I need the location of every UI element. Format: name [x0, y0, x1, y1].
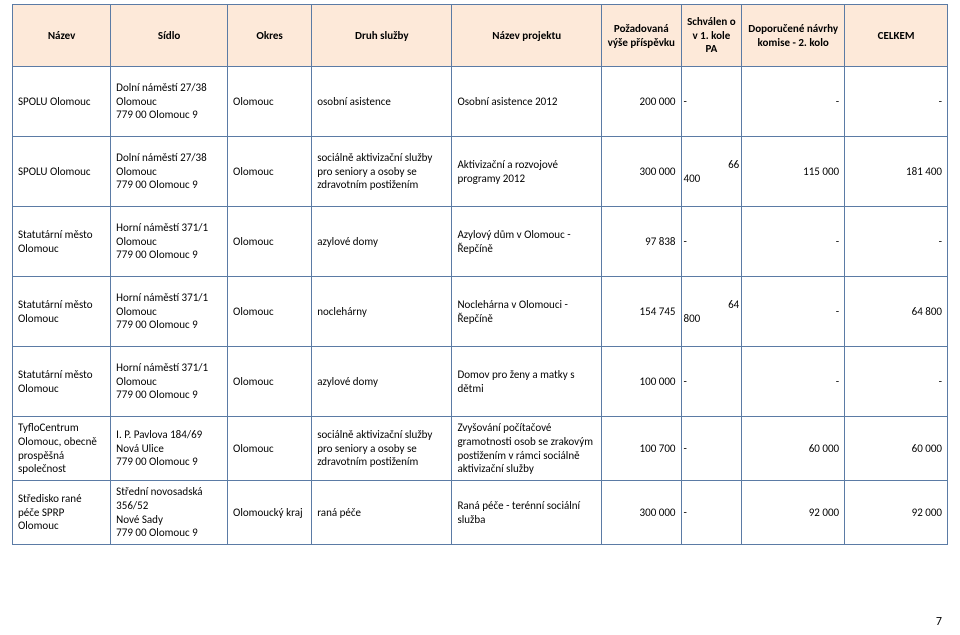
col-header-projekt: Název projektu [452, 5, 602, 67]
cell-celkem: 64 800 [845, 277, 948, 347]
cell-nazev: TyfloCentrum Olomouc, obecně prospěšná s… [13, 417, 111, 481]
cell-druh: noclehárny [312, 277, 452, 347]
cell-druh: raná péče [312, 481, 452, 545]
cell-doporucene: - [742, 207, 845, 277]
cell-pozadovana: 100 000 [602, 347, 681, 417]
cell-druh: osobní asistence [312, 67, 452, 137]
cell-druh: sociálně aktivizační služby pro seniory … [312, 417, 452, 481]
cell-celkem: - [845, 207, 948, 277]
cell-celkem: 60 000 [845, 417, 948, 481]
cell-doporucene: - [742, 67, 845, 137]
page-number: 7 [936, 615, 942, 629]
col-header-pozad: Požadovaná výše příspěvku [602, 5, 681, 67]
cell-celkem: - [845, 347, 948, 417]
cell-schvaleno: 64800 [681, 277, 742, 347]
cell-schvaleno: - [681, 207, 742, 277]
cell-pozadovana: 200 000 [602, 67, 681, 137]
table-body: SPOLU OlomoucDolní náměstí 27/38Olomouc7… [13, 67, 948, 545]
cell-schvaleno: - [681, 417, 742, 481]
table-row: SPOLU OlomoucDolní náměstí 27/38Olomouc7… [13, 137, 948, 207]
cell-sidlo: Horní náměstí 371/1Olomouc779 00 Olomouc… [111, 347, 228, 417]
cell-projekt: Osobní asistence 2012 [452, 67, 602, 137]
cell-nazev: Statutární město Olomouc [13, 347, 111, 417]
cell-schvaleno: - [681, 481, 742, 545]
cell-schvaleno: - [681, 347, 742, 417]
cell-sidlo: I. P. Pavlova 184/69Nová Ulice779 00 Olo… [111, 417, 228, 481]
cell-doporucene: 92 000 [742, 481, 845, 545]
col-header-schval: Schválen o v 1. kole PA [681, 5, 742, 67]
cell-sidlo: Horní náměstí 371/1Olomouc779 00 Olomouc… [111, 207, 228, 277]
cell-doporucene: 115 000 [742, 137, 845, 207]
col-header-okres: Okres [228, 5, 312, 67]
col-header-nazev: Název [13, 5, 111, 67]
cell-nazev: SPOLU Olomouc [13, 67, 111, 137]
cell-projekt: Aktivizační a rozvojové programy 2012 [452, 137, 602, 207]
cell-okres: Olomouc [228, 67, 312, 137]
cell-doporucene: - [742, 277, 845, 347]
col-header-dopor: Doporučené návrhy komise - 2. kolo [742, 5, 845, 67]
cell-okres: Olomoucký kraj [228, 481, 312, 545]
cell-pozadovana: 300 000 [602, 137, 681, 207]
page: Název Sídlo Okres Druh služby Název proj… [0, 0, 960, 635]
table-header: Název Sídlo Okres Druh služby Název proj… [13, 5, 948, 67]
cell-druh: azylové domy [312, 347, 452, 417]
col-header-sidlo: Sídlo [111, 5, 228, 67]
col-header-druh: Druh služby [312, 5, 452, 67]
cell-nazev: Statutární město Olomouc [13, 277, 111, 347]
cell-okres: Olomouc [228, 417, 312, 481]
cell-projekt: Raná péče - terénní sociální služba [452, 481, 602, 545]
cell-projekt: Azylový dům v Olomouc - Řepčíně [452, 207, 602, 277]
cell-okres: Olomouc [228, 277, 312, 347]
cell-celkem: 92 000 [845, 481, 948, 545]
cell-druh: azylové domy [312, 207, 452, 277]
cell-doporucene: 60 000 [742, 417, 845, 481]
table-row: Statutární město OlomoucHorní náměstí 37… [13, 347, 948, 417]
data-table: Název Sídlo Okres Druh služby Název proj… [12, 4, 948, 545]
cell-sidlo: Střední novosadská 356/52Nové Sady779 00… [111, 481, 228, 545]
cell-pozadovana: 300 000 [602, 481, 681, 545]
cell-okres: Olomouc [228, 347, 312, 417]
cell-celkem: - [845, 67, 948, 137]
table-row: TyfloCentrum Olomouc, obecně prospěšná s… [13, 417, 948, 481]
cell-projekt: Domov pro ženy a matky s dětmi [452, 347, 602, 417]
table-row: Statutární město OlomoucHorní náměstí 37… [13, 207, 948, 277]
cell-sidlo: Horní náměstí 371/1Olomouc779 00 Olomouc… [111, 277, 228, 347]
cell-sidlo: Dolní náměstí 27/38Olomouc779 00 Olomouc… [111, 67, 228, 137]
table-row: Statutární město OlomoucHorní náměstí 37… [13, 277, 948, 347]
header-row: Název Sídlo Okres Druh služby Název proj… [13, 5, 948, 67]
cell-okres: Olomouc [228, 137, 312, 207]
cell-sidlo: Dolní náměstí 27/38Olomouc779 00 Olomouc… [111, 137, 228, 207]
cell-nazev: Středisko rané péče SPRP Olomouc [13, 481, 111, 545]
cell-schvaleno: - [681, 67, 742, 137]
cell-okres: Olomouc [228, 207, 312, 277]
cell-druh: sociálně aktivizační služby pro seniory … [312, 137, 452, 207]
cell-nazev: SPOLU Olomouc [13, 137, 111, 207]
cell-pozadovana: 97 838 [602, 207, 681, 277]
col-header-celkem: CELKEM [845, 5, 948, 67]
cell-schvaleno: 66400 [681, 137, 742, 207]
table-row: SPOLU OlomoucDolní náměstí 27/38Olomouc7… [13, 67, 948, 137]
cell-doporucene: - [742, 347, 845, 417]
cell-pozadovana: 154 745 [602, 277, 681, 347]
cell-projekt: Noclehárna v Olomouci - Řepčíně [452, 277, 602, 347]
table-row: Středisko rané péče SPRP OlomoucStřední … [13, 481, 948, 545]
cell-pozadovana: 100 700 [602, 417, 681, 481]
cell-celkem: 181 400 [845, 137, 948, 207]
cell-projekt: Zvyšování počítačové gramotnosti osob se… [452, 417, 602, 481]
cell-nazev: Statutární město Olomouc [13, 207, 111, 277]
